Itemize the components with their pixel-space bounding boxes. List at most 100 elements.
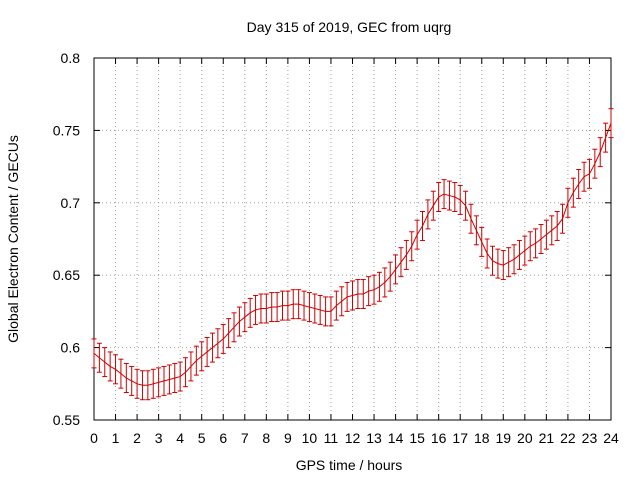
x-tick-label: 17 — [452, 430, 468, 446]
data-point — [533, 228, 539, 259]
data-point — [446, 180, 452, 211]
data-point — [139, 370, 145, 401]
data-point — [323, 296, 329, 327]
data-point — [102, 347, 108, 378]
data-point — [527, 231, 533, 262]
data-point — [565, 187, 571, 218]
data-point — [204, 336, 210, 367]
grid — [94, 58, 611, 420]
data-point — [258, 293, 264, 324]
data-point — [549, 215, 555, 246]
axis-ticks: 0 1 2 3 4 5 6 7 8 9 10 11 12 13 14 15 16 17 18 19 20 21 22 23 24… — [53, 50, 619, 446]
chart-title: Day 315 of 2019, GEC from uqrg — [247, 19, 452, 35]
y-tick-label: 0.7 — [61, 195, 81, 211]
data-point — [393, 254, 399, 285]
x-tick-label: 5 — [198, 430, 206, 446]
data-point — [156, 367, 162, 398]
data-point — [463, 190, 469, 221]
data-point — [247, 297, 253, 328]
x-tick-label: 19 — [496, 430, 512, 446]
x-tick-label: 7 — [241, 430, 249, 446]
data-point — [441, 179, 447, 210]
x-tick-label: 18 — [474, 430, 490, 446]
data-point — [306, 292, 312, 323]
data-point — [608, 108, 614, 139]
data-point — [263, 293, 269, 324]
x-tick-label: 12 — [345, 430, 361, 446]
data-point — [420, 210, 426, 241]
data-point — [118, 358, 124, 389]
data-point — [150, 368, 156, 399]
data-point — [172, 363, 178, 393]
data-point — [113, 354, 119, 385]
data-point — [317, 294, 323, 325]
data-point — [339, 286, 345, 317]
data-point — [398, 247, 404, 278]
x-tick-label: 8 — [262, 430, 270, 446]
data-point — [543, 219, 549, 250]
x-tick-label: 10 — [302, 430, 318, 446]
data-point — [522, 235, 528, 266]
x-tick-label: 0 — [90, 430, 98, 446]
data-point — [371, 274, 377, 305]
data-point — [473, 215, 479, 246]
data-point — [376, 271, 382, 302]
data-point — [387, 261, 393, 292]
data-point — [290, 289, 296, 320]
x-tick-label: 4 — [176, 430, 184, 446]
x-tick-label: 11 — [324, 430, 339, 446]
data-point — [506, 247, 512, 278]
data-point — [215, 328, 221, 359]
x-tick-label: 9 — [284, 430, 292, 446]
data-point — [414, 219, 420, 250]
data-point — [161, 365, 167, 396]
data-point — [183, 357, 189, 388]
data-point — [430, 190, 436, 221]
y-tick-label: 0.55 — [53, 412, 80, 428]
data-point — [91, 338, 97, 369]
data-point — [279, 290, 285, 321]
data-point — [436, 182, 442, 212]
data-point — [188, 351, 194, 382]
x-tick-label: 1 — [112, 430, 120, 446]
data-point — [177, 361, 183, 392]
x-tick-label: 13 — [366, 430, 382, 446]
y-tick-label: 0.65 — [53, 267, 80, 283]
data-point — [242, 302, 248, 333]
x-tick-label: 15 — [409, 430, 425, 446]
data-point — [586, 158, 592, 189]
data-point — [269, 292, 275, 323]
data-point — [274, 292, 280, 323]
data-point — [576, 168, 582, 199]
data-point — [166, 364, 172, 395]
x-tick-label: 20 — [517, 430, 533, 446]
data-point — [328, 296, 334, 327]
data-point — [236, 306, 242, 337]
x-tick-label: 21 — [539, 430, 555, 446]
data-point — [366, 276, 372, 307]
x-tick-label: 3 — [155, 430, 163, 446]
x-tick-label: 14 — [388, 430, 404, 446]
data-point — [350, 280, 355, 311]
data-point — [129, 365, 135, 396]
data-point — [134, 368, 140, 399]
x-tick-label: 2 — [133, 430, 141, 446]
data-point — [226, 318, 232, 349]
x-tick-label: 16 — [431, 430, 447, 446]
data-point — [597, 137, 603, 168]
data-point — [312, 293, 318, 324]
data-point — [355, 279, 361, 310]
data-point — [570, 177, 576, 208]
data-point — [603, 122, 609, 153]
data-point — [253, 294, 259, 325]
data-point — [592, 148, 598, 179]
data-point — [360, 279, 366, 310]
data-point — [538, 224, 544, 254]
data-point — [231, 312, 237, 343]
data-point — [560, 203, 566, 234]
data-point — [123, 363, 129, 393]
y-tick-label: 0.8 — [61, 50, 81, 66]
data-point — [220, 323, 226, 354]
data-point — [581, 161, 587, 192]
